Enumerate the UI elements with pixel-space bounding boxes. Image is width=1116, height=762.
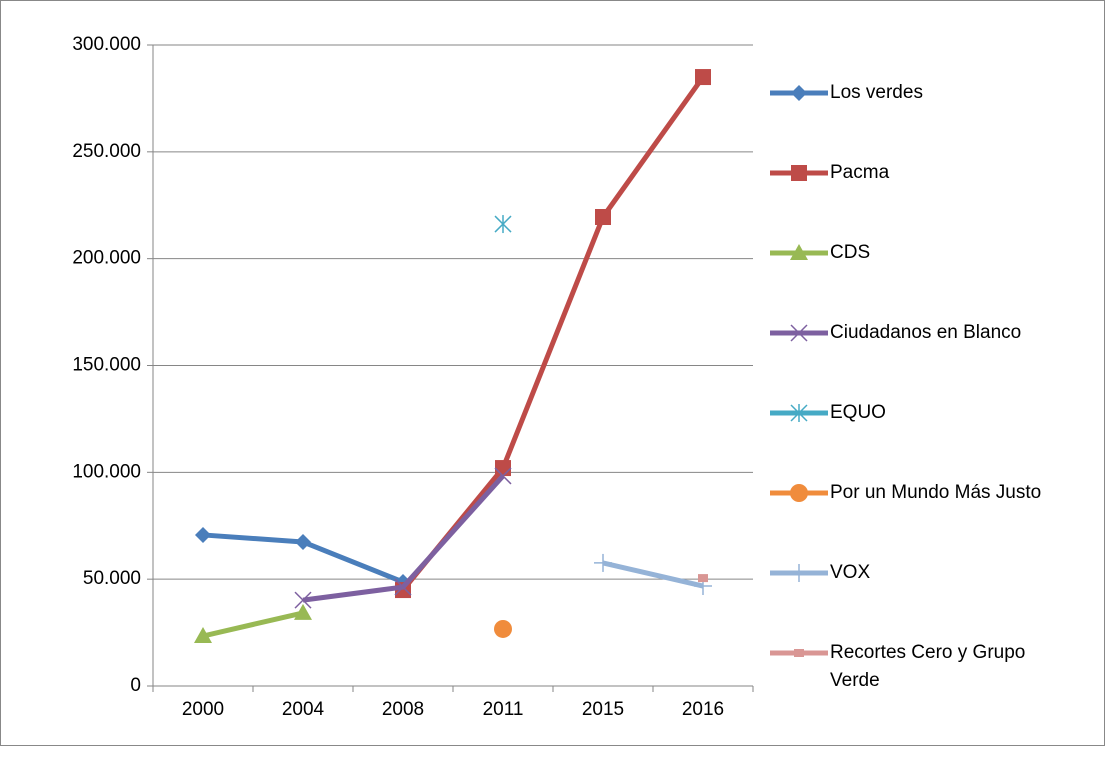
legend-item: EQUO [770, 398, 1070, 428]
x-tick-label: 2004 [282, 699, 325, 720]
legend-item: Ciudadanos en Blanco [770, 318, 1070, 348]
legend-label: Recortes Cero y Grupo Verde [830, 642, 1026, 691]
marker [790, 404, 808, 422]
y-tick-label: 0 [130, 675, 141, 696]
legend-swatch [770, 85, 828, 101]
marker [394, 578, 412, 596]
legend-swatch [770, 649, 828, 657]
marker [494, 215, 512, 234]
marker-part [495, 460, 511, 477]
legend-item: Pacma [770, 158, 1070, 188]
legend-item: VOX [770, 558, 1070, 588]
legend-swatch [770, 404, 828, 422]
x-tick-label: 2011 [483, 699, 524, 720]
marker [195, 526, 211, 543]
marker-part [794, 649, 804, 657]
legend-swatch [770, 324, 828, 342]
marker-part [595, 209, 611, 226]
legend-swatch [770, 564, 828, 582]
y-tick-label: 50.000 [83, 568, 141, 589]
marker [595, 209, 611, 226]
marker [494, 619, 512, 638]
y-tick-label: 200.000 [72, 248, 141, 269]
marker [790, 244, 808, 260]
marker-part [194, 627, 212, 644]
marker-part [790, 484, 808, 502]
x-tick-label: 2000 [182, 699, 224, 720]
marker [494, 467, 512, 485]
marker-part [494, 467, 512, 485]
marker [495, 460, 511, 477]
marker [790, 324, 808, 342]
marker [594, 553, 612, 572]
x-tick-label: 2016 [682, 699, 724, 720]
marker [294, 603, 312, 620]
legend-label: VOX [830, 562, 871, 583]
y-tick-label: 250.000 [72, 141, 141, 162]
marker-part [790, 244, 808, 260]
marker [791, 165, 807, 181]
legend-item: Recortes Cero y Grupo Verde [770, 638, 1070, 695]
legend-swatch [770, 165, 828, 181]
legend-swatch [770, 484, 828, 502]
y-tick-label: 300.000 [72, 34, 141, 55]
series-line [602, 560, 704, 589]
marker-part [394, 578, 412, 596]
marker [791, 85, 807, 101]
marker [695, 69, 711, 86]
marker [194, 627, 212, 644]
y-tick-label: 150.000 [72, 355, 141, 376]
legend-label: EQUO [830, 402, 886, 423]
legend-item: Los verdes [770, 78, 1070, 108]
chart-border [0, 0, 1105, 746]
marker-part [791, 165, 807, 181]
marker [698, 574, 708, 583]
marker-part [790, 324, 808, 342]
marker-part [294, 603, 312, 620]
legend-item: Por un Mundo Más Justo [770, 478, 1070, 508]
marker [294, 591, 312, 609]
y-tick-label: 100.000 [72, 461, 141, 482]
x-tick-label: 2008 [382, 699, 424, 720]
marker [794, 649, 804, 657]
marker [790, 484, 808, 502]
x-tick-label: 2015 [582, 699, 624, 720]
legend-label: Por un Mundo Más Justo [830, 482, 1042, 503]
marker-part [195, 526, 211, 543]
marker-part [494, 619, 512, 638]
marker [295, 533, 311, 550]
legend-item: CDS [770, 238, 1070, 268]
marker-part [294, 591, 312, 609]
marker [790, 564, 808, 582]
legend-swatch [770, 244, 828, 260]
marker-part [295, 533, 311, 550]
series-line [202, 610, 304, 639]
marker-part [791, 85, 807, 101]
legend-label: Ciudadanos en Blanco [830, 322, 1022, 343]
legend-label: Pacma [830, 162, 890, 183]
marker-part [698, 574, 708, 583]
legend-label: Los verdes [830, 82, 923, 103]
marker-part [695, 69, 711, 86]
legend-label: CDS [830, 242, 871, 263]
